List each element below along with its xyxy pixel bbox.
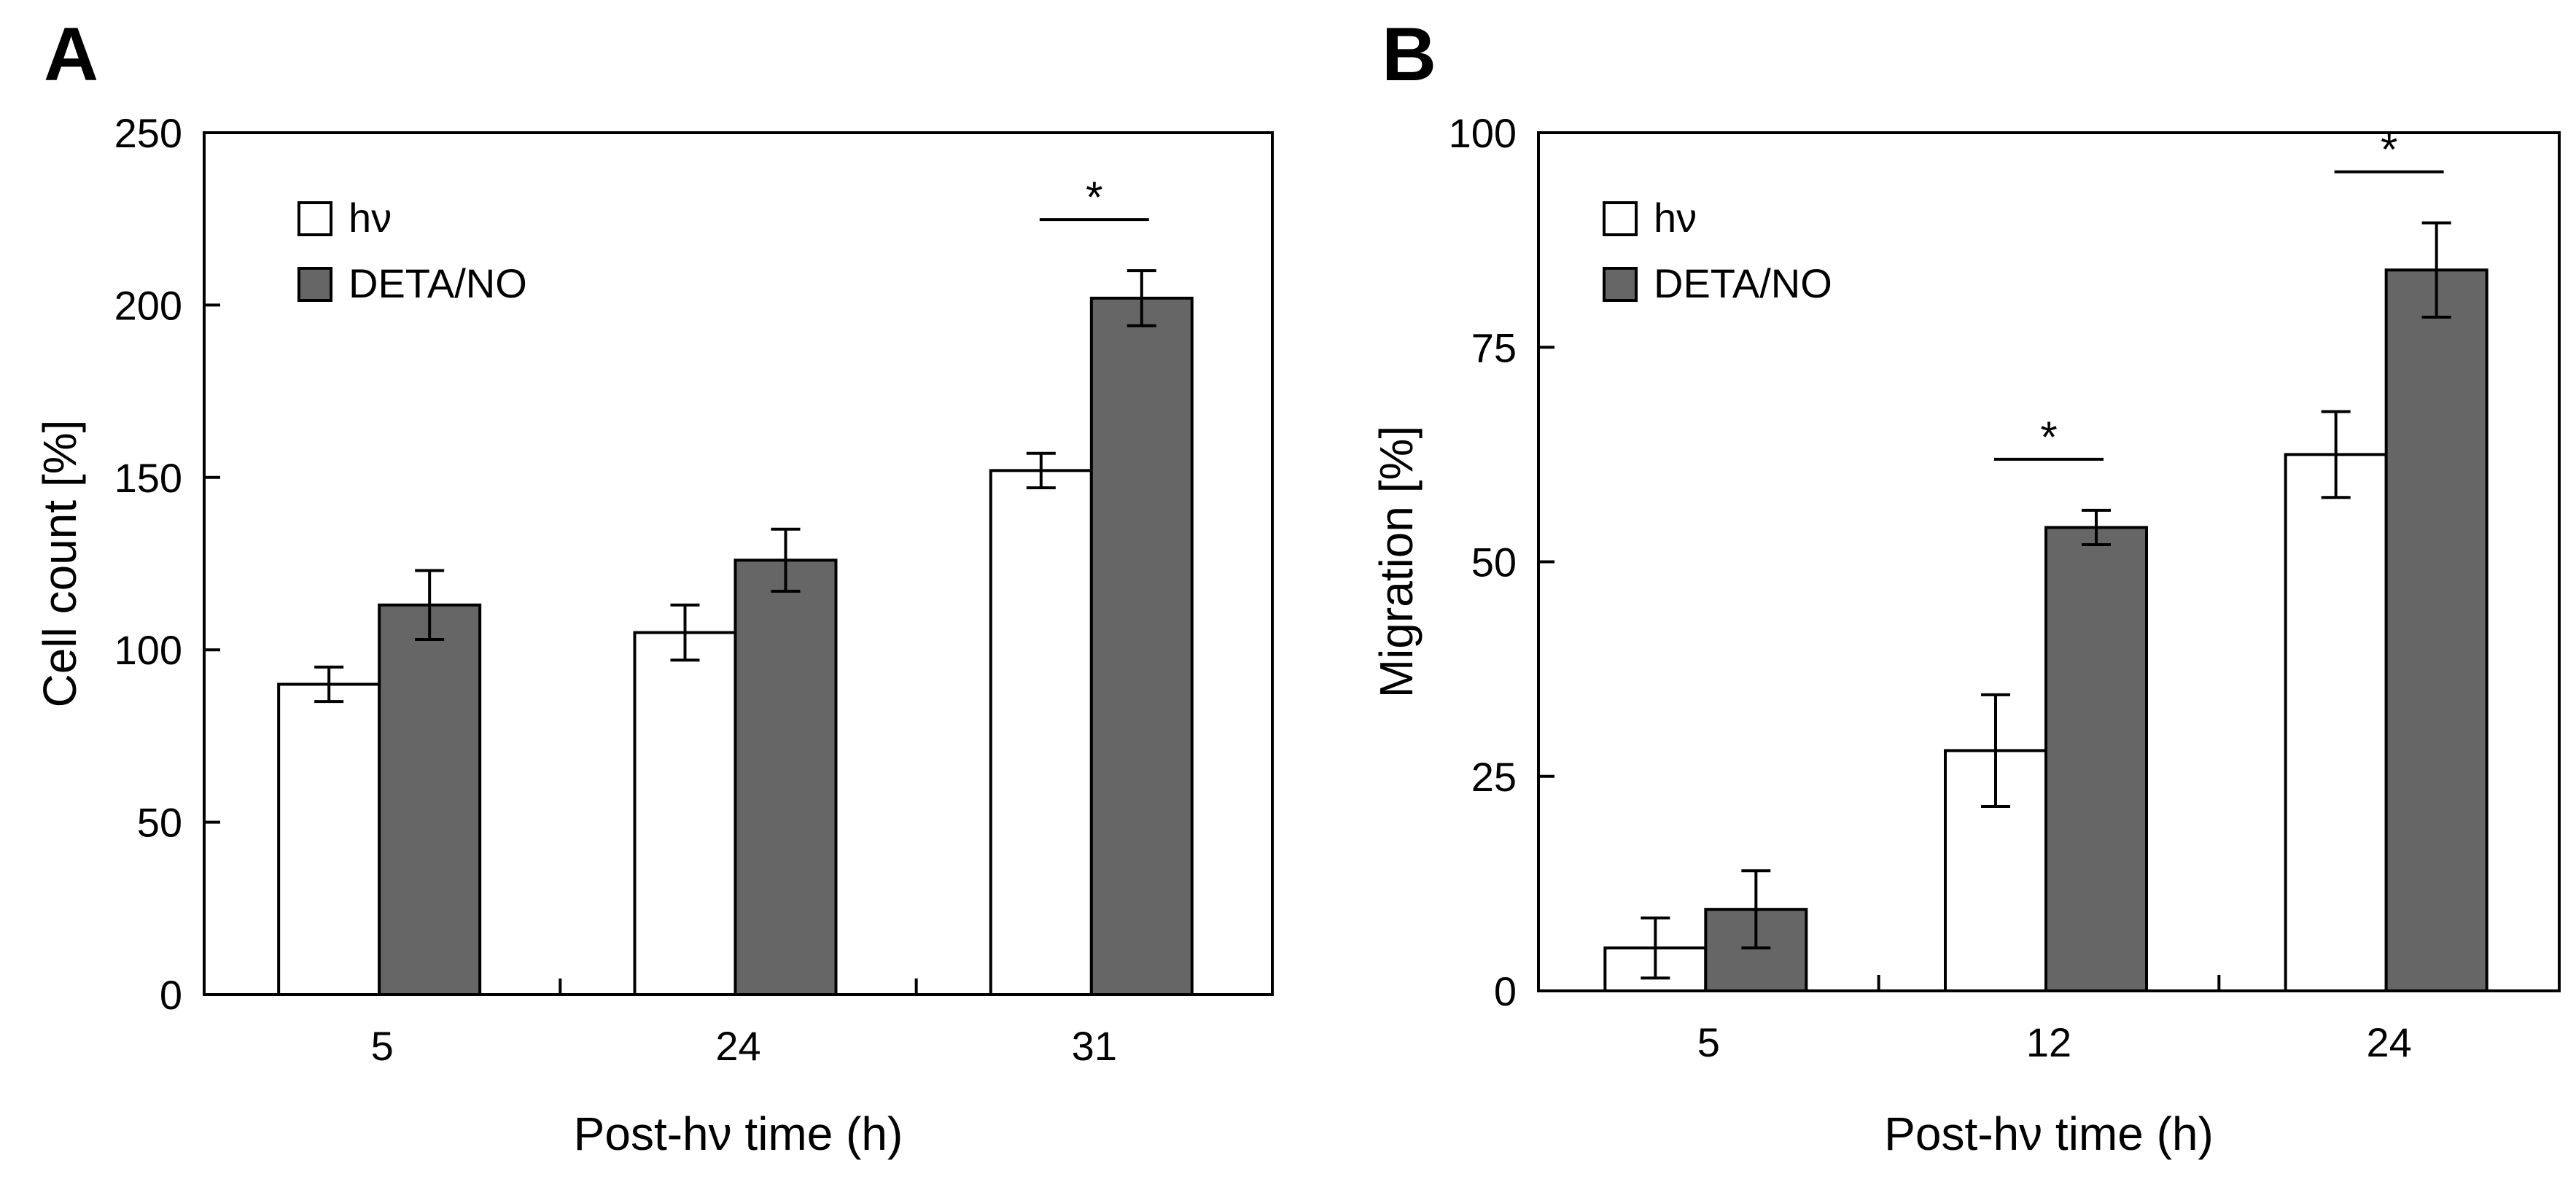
error-bar xyxy=(1126,269,1156,327)
error-bar xyxy=(1981,693,2010,808)
y-axis-title: Cell count [%] xyxy=(34,420,86,708)
error-bar xyxy=(2082,508,2111,546)
error-bar xyxy=(314,665,344,704)
error-bar xyxy=(670,603,700,662)
significance-star: * xyxy=(2381,125,2397,174)
error-bar xyxy=(2421,221,2451,319)
bar-hv xyxy=(277,682,381,996)
y-tick-label: 0 xyxy=(160,972,182,1018)
legend-swatch-hv xyxy=(1603,201,1638,236)
error-bar xyxy=(1641,916,1670,980)
error-bar xyxy=(1741,869,1771,950)
panel-label: A xyxy=(44,12,98,97)
bar-deta-no xyxy=(2044,526,2148,992)
legend-label: hν xyxy=(349,195,392,241)
x-tick-label: 5 xyxy=(1697,1019,1720,1065)
y-tick-label: 200 xyxy=(114,282,182,328)
significance-star: * xyxy=(2040,413,2057,462)
significance-star: * xyxy=(1086,173,1102,222)
error-bar xyxy=(1026,451,1056,489)
error-bar xyxy=(771,527,801,593)
legend-swatch-hv xyxy=(297,201,332,236)
y-tick-label: 25 xyxy=(1471,754,1517,800)
bar-hv xyxy=(989,469,1093,996)
legend-swatch-deta-no xyxy=(1603,267,1638,302)
x-axis-title: Post-hν time (h) xyxy=(1884,1108,2214,1160)
y-tick-label: 250 xyxy=(114,110,182,156)
bar-hv xyxy=(633,631,737,996)
panel-b-migration-chart: B 0 25 50 75 100 5 12 24 Post-hν time (h) Migratio… xyxy=(1370,12,2561,1160)
x-tick-label: 31 xyxy=(1072,1023,1117,1069)
legend: hν DETA/NO xyxy=(297,195,527,306)
x-tick-label: 24 xyxy=(715,1023,760,1069)
y-tick-label: 75 xyxy=(1471,324,1517,370)
y-tick-label: 50 xyxy=(137,800,182,846)
legend-label: hν xyxy=(1654,195,1697,241)
bar-deta-no xyxy=(1089,296,1194,997)
y-tick-label: 100 xyxy=(1449,110,1517,156)
bar-deta-no xyxy=(2384,268,2489,992)
y-tick-label: 0 xyxy=(1494,968,1517,1014)
panel-a-cell-count-chart: A 0 50 100 150 200 250 5 24 31 Post-hν time (h) Cel… xyxy=(34,12,1274,1160)
x-tick-label: 12 xyxy=(2026,1019,2071,1065)
y-tick-label: 50 xyxy=(1471,540,1517,585)
y-axis-title: Migration [%] xyxy=(1370,426,1423,698)
x-axis-title: Post-hν time (h) xyxy=(574,1108,903,1160)
legend-swatch-deta-no xyxy=(297,267,332,302)
legend-label: DETA/NO xyxy=(349,260,527,306)
x-tick-label: 5 xyxy=(371,1023,394,1069)
y-tick-label: 100 xyxy=(114,627,182,673)
bar-deta-no xyxy=(378,603,482,996)
bar-hv xyxy=(2284,453,2388,992)
x-tick-label: 24 xyxy=(2367,1019,2412,1065)
error-bar xyxy=(415,569,445,642)
y-tick-label: 150 xyxy=(114,455,182,501)
panel-label: B xyxy=(1382,12,1436,97)
legend-label: DETA/NO xyxy=(1654,260,1832,306)
error-bar xyxy=(2321,410,2351,499)
bar-deta-no xyxy=(734,559,838,996)
legend: hν DETA/NO xyxy=(1603,195,1832,306)
